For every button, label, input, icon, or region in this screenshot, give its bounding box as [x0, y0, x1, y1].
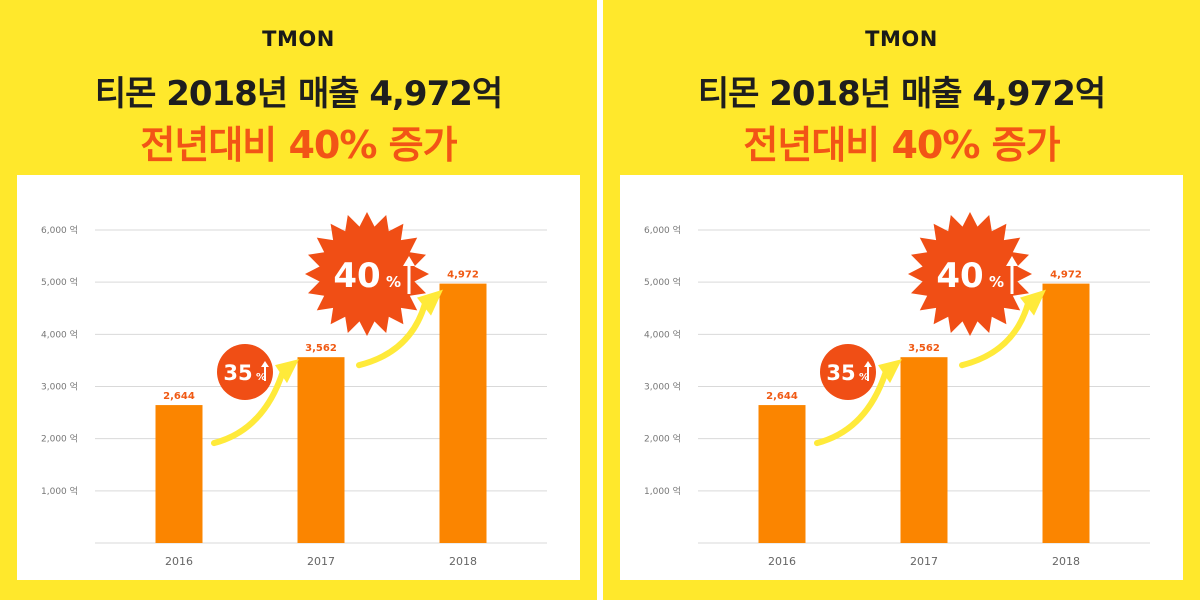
growth-burst-unit: %	[386, 273, 401, 291]
y-tick-label: 1,000 억	[41, 485, 78, 497]
bar-value-label: 4,972	[1050, 270, 1082, 281]
headline-revenue: 티몬 2018년 매출 4,972억	[697, 74, 1106, 114]
y-tick-label: 3,000 억	[644, 381, 681, 393]
chart-card: 1,000 억 2,000 억 3,000 억 4,000 억 5,000 억 6,000…	[17, 175, 580, 580]
up-arrow-icon	[261, 361, 269, 367]
growth-arrow	[959, 300, 1031, 369]
growth-arrow-head	[878, 359, 902, 384]
y-tick-label: 6,000 억	[644, 224, 681, 236]
bar	[297, 357, 345, 543]
growth-badge-unit: %	[859, 372, 869, 383]
growth-badge-value: 35	[826, 361, 855, 385]
growth-burst-40	[908, 212, 1032, 336]
growth-burst-value: 40	[936, 256, 983, 296]
bar	[155, 405, 203, 543]
growth-burst-40	[305, 212, 429, 336]
chart-card: 1,000 억 2,000 억 3,000 억 4,000 억 5,000 억 6,000…	[620, 175, 1183, 580]
bar	[900, 357, 948, 543]
x-category-label: 2018	[449, 555, 477, 568]
up-arrow-icon	[1006, 256, 1018, 266]
tmon-logo: TMON	[262, 27, 335, 51]
growth-badge-unit: %	[256, 372, 266, 383]
headline-growth: 전년대비 40% 증가	[743, 123, 1060, 167]
y-tick-label: 2,000 억	[644, 433, 681, 445]
bar	[758, 405, 806, 543]
growth-arrow	[211, 368, 286, 447]
bar	[439, 283, 487, 543]
bar	[1042, 283, 1090, 543]
x-category-label: 2016	[165, 555, 193, 568]
up-arrow-icon	[403, 256, 415, 266]
y-tick-label: 6,000 억	[41, 224, 78, 236]
growth-arrow	[356, 300, 428, 369]
revenue-bar-chart: 1,000 억 2,000 억 3,000 억 4,000 억 5,000 억 6,000…	[644, 212, 1150, 568]
bar-value-label: 3,562	[908, 343, 940, 354]
x-category-label: 2016	[768, 555, 796, 568]
infographic-panel-right: TMON 티몬 2018년 매출 4,972억 전년대비 40% 증가 1,00…	[603, 0, 1200, 600]
headline-revenue: 티몬 2018년 매출 4,972억	[94, 74, 503, 114]
growth-arrow	[814, 368, 889, 447]
x-category-label: 2017	[910, 555, 938, 568]
revenue-bar-chart: 1,000 억 2,000 억 3,000 억 4,000 억 5,000 억 6,000…	[41, 212, 547, 568]
growth-arrow-head	[417, 289, 443, 316]
growth-badge-35	[217, 344, 273, 400]
bar-value-label: 2,644	[163, 391, 195, 402]
y-tick-label: 4,000 억	[644, 328, 681, 340]
x-category-label: 2017	[307, 555, 335, 568]
infographic-panel-left: TMON 티몬 2018년 매출 4,972억 전년대비 40% 증가 1,00…	[0, 0, 597, 600]
y-tick-label: 2,000 억	[41, 433, 78, 445]
y-tick-label: 5,000 억	[41, 276, 78, 288]
growth-badge-value: 35	[223, 361, 252, 385]
growth-arrow-head	[275, 359, 299, 384]
y-tick-label: 4,000 억	[41, 328, 78, 340]
bar-value-label: 4,972	[447, 270, 479, 281]
headline-growth: 전년대비 40% 증가	[140, 123, 457, 167]
bar-value-label: 2,644	[766, 391, 798, 402]
tmon-logo: TMON	[865, 27, 938, 51]
up-arrow-icon	[864, 361, 872, 367]
y-tick-label: 3,000 억	[41, 381, 78, 393]
bar-value-label: 3,562	[305, 343, 337, 354]
growth-arrow-head	[1020, 289, 1046, 316]
growth-burst-value: 40	[333, 256, 380, 296]
y-tick-label: 5,000 억	[644, 276, 681, 288]
y-tick-label: 1,000 억	[644, 485, 681, 497]
growth-burst-unit: %	[989, 273, 1004, 291]
growth-badge-35	[820, 344, 876, 400]
x-category-label: 2018	[1052, 555, 1080, 568]
